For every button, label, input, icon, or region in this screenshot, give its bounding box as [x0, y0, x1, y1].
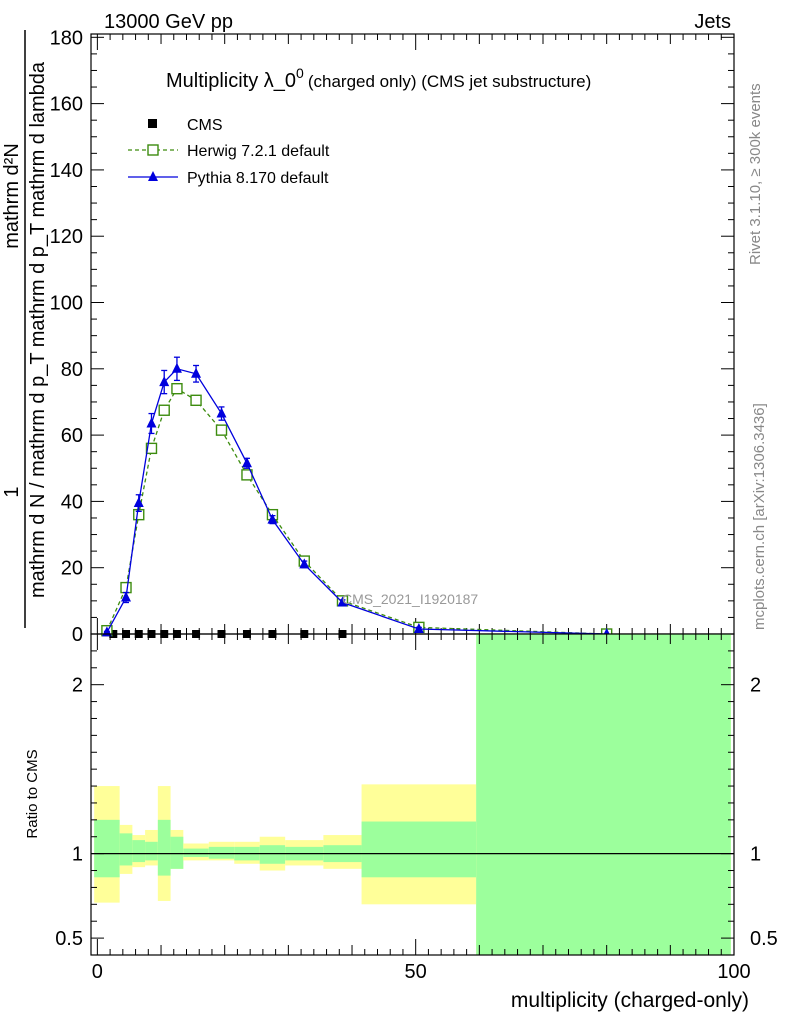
pythia-data-point — [267, 513, 278, 524]
ratio-stat-band — [208, 846, 235, 859]
ratio-stat-band — [170, 836, 184, 869]
ylabel-top: mathrm d²N — [1, 143, 23, 249]
y-tick-label: 80 — [61, 359, 83, 381]
y-tick-label: 100 — [50, 293, 83, 315]
main-axis-ticks: 0 20 40 60 80 100 120 140 160 180 — [50, 27, 735, 646]
ratio-y-tick-label: 2 — [72, 675, 83, 697]
chart-title-suffix: (charged only) (CMS jet substructure) — [308, 72, 591, 91]
legend-pythia-marker — [148, 171, 158, 181]
y-tick-label: 120 — [50, 226, 83, 248]
ratio-stat-band — [119, 833, 133, 866]
x-tick-label: 100 — [717, 961, 750, 983]
ratio-stat-band — [183, 848, 209, 858]
y-tick-label: 60 — [61, 425, 83, 447]
ratio-y-tick-label: 1 — [72, 844, 83, 866]
pythia-data-point — [241, 457, 252, 468]
pythia-data-point — [216, 407, 227, 418]
ratio-stat-band — [94, 819, 120, 878]
pythia-data-point — [337, 596, 348, 607]
herwig-data-point — [158, 404, 170, 416]
pythia-data-point — [121, 591, 132, 602]
herwig-data-point — [145, 442, 158, 455]
ratio-y-tick-label-right: 1 — [750, 844, 761, 866]
rivet-label: Rivet 3.1.10, ≥ 300k events — [747, 83, 764, 265]
pythia-data-point — [299, 558, 310, 569]
chart-title-main: Multiplicity λ_0 — [166, 70, 296, 92]
ratio-stat-band — [157, 819, 171, 876]
y-tick-label: 140 — [50, 160, 83, 182]
header-left-label: 13000 GeV pp — [104, 11, 233, 33]
y-tick-label: 20 — [61, 558, 83, 580]
header-right-label: Jets — [694, 11, 731, 33]
y-tick-label: 160 — [50, 94, 83, 116]
ratio-stat-band — [361, 821, 477, 878]
ratio-y-tick-label-right: 2 — [750, 675, 761, 697]
y-tick-label: 180 — [50, 27, 83, 49]
legend-cms-label: CMS — [187, 117, 223, 134]
legend-herwig-label: Herwig 7.2.1 default — [187, 143, 330, 160]
x-tick-label: 50 — [405, 961, 427, 983]
pythia-data-point — [146, 417, 157, 428]
watermark: CMS_2021_I1920187 — [342, 591, 478, 607]
pythia-data-point — [171, 362, 182, 373]
herwig-data-point — [171, 382, 183, 395]
ratio-stat-band — [476, 634, 731, 955]
herwig-data-point — [120, 581, 132, 594]
y-tick-label: 0 — [72, 624, 83, 646]
legend-pythia-label: Pythia 8.170 default — [187, 170, 329, 187]
pythia-data-point — [413, 623, 424, 634]
pythia-data-point — [133, 497, 144, 508]
mcplots-label: mcplots.cern.ch [arXiv:1306.3436] — [751, 403, 768, 630]
ratio-y-tick-label: 0.5 — [55, 928, 83, 950]
ratio-stat-band — [132, 840, 146, 863]
legend-cms-marker — [148, 119, 157, 128]
ratio-stat-band — [145, 841, 158, 861]
xlabel: multiplicity (charged-only) — [511, 989, 749, 1012]
ratio-ylabel: Ratio to CMS — [24, 749, 41, 838]
chart-title-sup: 0 — [296, 65, 304, 81]
series-line-filled-triangle — [106, 368, 607, 635]
series-line-open-square — [106, 387, 607, 635]
x-tick-labels: 0 50 100 — [92, 961, 751, 983]
legend-herwig-marker — [147, 144, 159, 156]
ratio-axis-ticks: 0.5 0.5 1 1 2 2 — [55, 634, 778, 955]
x-tick-label: 0 — [92, 961, 103, 983]
ylabel-denominator: mathrm d N / mathrm d p_T mathrm d p_T m… — [27, 61, 49, 598]
ratio-plot-frame — [90, 633, 735, 956]
pythia-data-point — [159, 376, 170, 387]
ratio-stat-band — [259, 845, 286, 864]
ylabel-numerator: 1 — [1, 486, 23, 497]
pythia-data-point — [191, 367, 202, 378]
chart-title: Multiplicity λ_00 (charged only) (CMS jet… — [166, 65, 591, 92]
ratio-y-tick-label-right: 0.5 — [750, 928, 778, 950]
y-tick-label: 40 — [61, 491, 83, 513]
herwig-data-point — [190, 394, 202, 406]
herwig-data-point — [215, 424, 228, 436]
legend: CMS Herwig 7.2.1 default Pythia 8.170 de… — [128, 117, 330, 187]
ratio-bands — [94, 634, 731, 955]
